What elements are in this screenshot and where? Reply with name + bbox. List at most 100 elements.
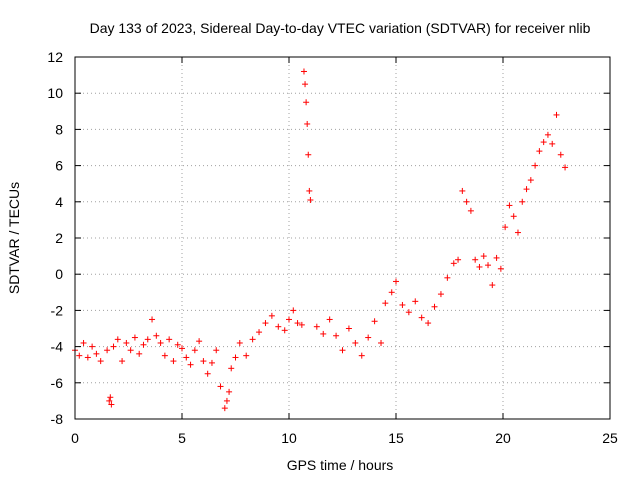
data-point	[166, 336, 173, 343]
data-point	[345, 325, 352, 332]
data-point	[89, 343, 96, 350]
data-point	[326, 316, 333, 323]
data-point	[399, 301, 406, 308]
data-point	[226, 388, 233, 395]
data-point	[97, 358, 104, 365]
data-point	[221, 405, 228, 412]
data-point	[208, 359, 215, 366]
data-point	[300, 68, 307, 75]
chart-title: Day 133 of 2023, Sidereal Day-to-day VTE…	[90, 20, 591, 36]
data-point	[136, 350, 143, 357]
data-point	[450, 260, 457, 267]
y-tick-label: 0	[55, 266, 63, 282]
y-tick-labels: -8 -6 -4 -2 0 2 4 6 8 10 12	[47, 49, 63, 427]
data-point	[307, 196, 314, 203]
data-point	[157, 339, 164, 346]
data-point	[153, 332, 160, 339]
data-point	[286, 316, 292, 323]
data-point	[502, 224, 509, 231]
data-point	[532, 162, 539, 169]
data-point	[393, 278, 399, 285]
data-point	[290, 307, 297, 314]
x-tick-label: 10	[281, 430, 297, 446]
data-point	[536, 148, 543, 155]
data-point	[358, 352, 365, 359]
data-point	[382, 300, 389, 307]
data-point	[104, 347, 111, 354]
x-tick-label: 20	[495, 430, 511, 446]
data-point	[187, 361, 194, 368]
data-point	[523, 186, 530, 193]
data-point	[431, 303, 438, 310]
data-point	[476, 263, 483, 270]
data-point	[236, 339, 243, 346]
data-point	[268, 312, 275, 319]
data-point	[93, 350, 100, 357]
data-point	[281, 327, 288, 334]
data-point	[333, 332, 340, 339]
data-point	[217, 383, 224, 390]
data-point	[339, 347, 346, 354]
data-point	[320, 330, 327, 337]
data-point	[306, 187, 313, 194]
data-point	[107, 394, 114, 401]
data-point	[161, 352, 168, 359]
data-point	[110, 343, 117, 350]
data-point	[510, 213, 517, 220]
data-point	[455, 256, 462, 263]
x-axis-label: GPS time / hours	[287, 457, 394, 473]
data-point	[489, 282, 496, 289]
data-point	[127, 347, 134, 354]
data-point	[485, 262, 492, 269]
data-point	[378, 339, 385, 346]
data-point	[170, 358, 177, 365]
data-point	[497, 265, 504, 272]
y-tick-label: 6	[55, 158, 63, 174]
data-point	[191, 347, 198, 354]
data-point	[388, 289, 395, 296]
axis-ticks	[74, 56, 611, 420]
data-point	[557, 151, 564, 158]
data-point	[365, 334, 372, 341]
x-tick-label: 15	[388, 430, 404, 446]
data-point	[540, 139, 547, 146]
data-point	[262, 320, 269, 327]
data-point	[249, 336, 256, 343]
x-tick-label: 0	[71, 430, 79, 446]
data-point	[302, 81, 309, 88]
data-point	[196, 338, 203, 345]
data-point	[459, 187, 466, 194]
data-point	[243, 352, 250, 359]
x-tick-label: 25	[602, 430, 618, 446]
data-point	[418, 314, 425, 321]
data-point	[467, 207, 474, 214]
data-point	[223, 397, 230, 404]
data-point	[562, 164, 569, 171]
data-point	[506, 202, 513, 209]
data-point	[544, 131, 551, 138]
data-point	[298, 321, 305, 328]
y-tick-label: 12	[47, 49, 63, 65]
data-point	[444, 274, 451, 281]
data-point	[80, 339, 87, 346]
data-point	[519, 198, 526, 205]
x-tick-labels: 0 5 10 15 20 25	[71, 430, 618, 446]
data-point	[352, 339, 359, 346]
data-point	[472, 256, 479, 263]
data-point	[304, 120, 311, 127]
data-point	[294, 320, 301, 327]
data-point	[527, 177, 534, 184]
y-tick-label: 2	[55, 230, 63, 246]
data-point	[228, 365, 235, 372]
data-points	[72, 68, 569, 412]
data-point	[305, 151, 312, 158]
y-tick-label: 8	[55, 121, 63, 137]
data-point	[76, 352, 83, 359]
data-point	[123, 339, 130, 346]
data-point	[275, 323, 282, 330]
data-point	[108, 401, 115, 408]
data-point	[114, 336, 121, 343]
y-tick-label: 4	[55, 194, 63, 210]
data-point	[303, 99, 310, 106]
